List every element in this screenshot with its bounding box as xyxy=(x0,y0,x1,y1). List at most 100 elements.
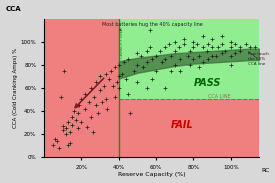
Point xyxy=(66,121,70,124)
Point xyxy=(87,100,91,103)
Text: RC: RC xyxy=(261,168,270,173)
Point xyxy=(248,46,252,49)
Text: FAIL: FAIL xyxy=(171,120,194,130)
Point xyxy=(57,146,61,149)
Point xyxy=(103,72,108,75)
Point xyxy=(79,121,84,124)
Point xyxy=(111,84,115,87)
Point xyxy=(232,52,237,55)
Point xyxy=(219,42,224,45)
Point xyxy=(223,49,227,52)
Point xyxy=(124,77,128,80)
Text: PASS: PASS xyxy=(194,78,221,87)
Polygon shape xyxy=(119,19,259,99)
Point xyxy=(191,40,196,43)
Point xyxy=(219,34,224,37)
Point xyxy=(68,130,72,133)
Text: Most batteries hug the 40% capacity line: Most batteries hug the 40% capacity line xyxy=(102,22,203,31)
Point xyxy=(139,54,143,57)
Point xyxy=(206,42,211,45)
X-axis label: Reserve Capacity (%): Reserve Capacity (%) xyxy=(118,172,185,178)
Point xyxy=(229,46,233,49)
Point xyxy=(89,115,93,118)
Point xyxy=(167,42,171,45)
Point xyxy=(53,137,57,140)
Point xyxy=(68,142,72,145)
Point xyxy=(178,57,183,60)
Point xyxy=(73,119,78,122)
Point xyxy=(98,75,102,78)
Point xyxy=(244,42,248,45)
Point xyxy=(131,69,136,72)
Point xyxy=(117,63,121,66)
Point xyxy=(126,57,130,60)
Point xyxy=(85,126,89,128)
Point xyxy=(145,49,149,52)
Point xyxy=(169,54,173,57)
Point xyxy=(188,63,192,66)
Point xyxy=(145,61,149,64)
Point xyxy=(148,29,153,32)
Point xyxy=(128,112,132,115)
Point xyxy=(182,38,186,41)
Point xyxy=(64,127,68,130)
Point xyxy=(100,100,104,103)
Point xyxy=(197,54,201,57)
Point xyxy=(92,96,97,98)
Point xyxy=(219,52,224,55)
Point xyxy=(204,49,209,52)
Point xyxy=(126,92,130,95)
Point xyxy=(145,86,149,89)
Point xyxy=(173,49,177,52)
Point xyxy=(135,52,140,55)
Point xyxy=(109,69,113,72)
Point xyxy=(163,86,168,89)
Point xyxy=(117,75,121,78)
Point xyxy=(62,69,67,72)
Point xyxy=(135,63,140,66)
Point xyxy=(216,46,220,49)
Point xyxy=(160,61,164,64)
Point xyxy=(182,42,186,45)
Point xyxy=(229,40,233,43)
Point xyxy=(122,61,127,64)
Point xyxy=(120,72,125,75)
Point xyxy=(210,38,214,41)
Point xyxy=(98,89,102,92)
Point xyxy=(115,81,119,83)
Point xyxy=(55,139,59,142)
Y-axis label: CCA (Cold Cranking Amps) %: CCA (Cold Cranking Amps) % xyxy=(13,48,18,128)
Point xyxy=(210,54,214,57)
Point xyxy=(214,54,218,57)
Point xyxy=(148,46,153,49)
Point xyxy=(195,42,199,45)
Point xyxy=(188,49,192,52)
Text: CAPACITY LINE: CAPACITY LINE xyxy=(120,28,124,58)
Point xyxy=(191,57,196,60)
Point xyxy=(83,92,87,95)
Point xyxy=(173,63,177,66)
Point xyxy=(94,104,98,107)
Point xyxy=(178,69,183,72)
Point xyxy=(197,66,201,68)
Point xyxy=(113,66,117,68)
Point xyxy=(103,98,108,101)
Point xyxy=(75,112,80,115)
Point xyxy=(83,107,87,110)
Point xyxy=(113,96,117,98)
Point xyxy=(59,96,63,98)
Point xyxy=(163,57,168,60)
Point xyxy=(229,63,233,66)
Text: Few touch
the 80%
CCA line: Few touch the 80% CCA line xyxy=(248,52,269,66)
Point xyxy=(191,46,196,49)
Point xyxy=(206,57,211,60)
Point xyxy=(154,69,158,72)
Point xyxy=(210,46,214,49)
Point xyxy=(150,77,155,80)
Point xyxy=(163,46,168,49)
Point xyxy=(60,129,65,132)
Point xyxy=(77,104,82,107)
Point xyxy=(101,84,106,87)
Point xyxy=(66,144,70,147)
Point xyxy=(72,109,76,112)
